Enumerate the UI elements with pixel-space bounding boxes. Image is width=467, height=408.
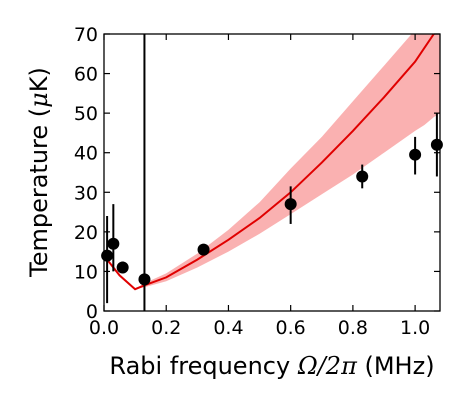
plot-frame [103,33,441,312]
x-tick-label: 1.0 [400,317,430,339]
theory-band [104,34,440,290]
theory-line [104,34,435,291]
x-tick-label: 0.6 [276,317,306,339]
data-point [116,261,129,274]
x-tick-label: 0.4 [213,317,243,339]
data-point [430,138,443,151]
y-tick-label: 60 [74,64,98,86]
y-tick-label: 40 [74,143,98,165]
y-tick-label: 10 [74,261,98,283]
theory-line-layer [104,34,435,291]
data-point [356,170,369,183]
data-point [284,198,297,211]
x-tick-label: 0.8 [338,317,368,339]
y-tick-label: 0 [86,301,98,323]
x-tick-label: 0.2 [151,317,181,339]
data-point [409,148,422,161]
y-tick-label: 20 [74,222,98,244]
data-point [107,237,120,250]
x-axis-title: Rabi frequency Ω/2π (MHz) [109,352,434,380]
measurement-layer [101,34,443,311]
data-point [138,273,151,286]
data-point [197,243,210,256]
y-tick-label: 30 [74,182,98,204]
axis-ticks: 0.0 0.2 0.4 0.6 0.8 1.0 0 10 20 30 40 50 60 70 [74,24,440,339]
y-tick-label: 70 [74,24,98,46]
y-tick-label: 50 [74,103,98,125]
y-axis-title: Temperature (μK) [25,67,53,278]
x-tick-label: 0.0 [89,317,119,339]
data-point [101,249,114,262]
theory-band-layer [104,34,440,290]
